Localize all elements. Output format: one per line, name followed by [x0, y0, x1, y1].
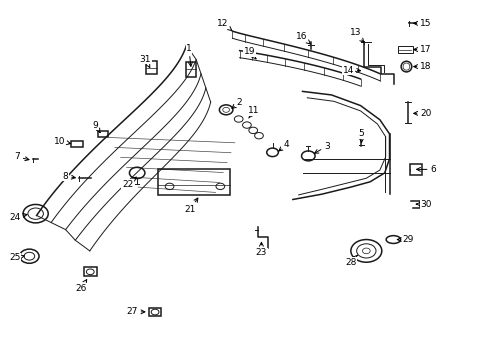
Text: 21: 21: [184, 198, 198, 213]
Text: 13: 13: [349, 28, 363, 42]
Text: 2: 2: [231, 98, 242, 108]
Text: 22: 22: [122, 177, 136, 189]
Text: 4: 4: [278, 140, 289, 151]
Text: 3: 3: [314, 142, 329, 153]
Text: 29: 29: [396, 235, 413, 244]
Text: 30: 30: [416, 199, 430, 208]
Text: 26: 26: [75, 280, 86, 293]
Text: 1: 1: [185, 44, 192, 66]
Text: 12: 12: [217, 19, 231, 31]
Text: 8: 8: [62, 172, 75, 181]
Text: 28: 28: [345, 255, 357, 267]
Text: 5: 5: [358, 130, 364, 143]
Text: 25: 25: [9, 253, 24, 262]
Text: 15: 15: [413, 19, 430, 28]
Text: 27: 27: [126, 307, 144, 316]
Text: 31: 31: [140, 55, 151, 67]
Text: 7: 7: [14, 153, 29, 162]
Text: 16: 16: [295, 32, 310, 44]
Text: 11: 11: [248, 107, 260, 118]
Text: 9: 9: [93, 121, 100, 132]
Text: 17: 17: [413, 45, 430, 54]
Text: 6: 6: [416, 165, 435, 174]
Text: 24: 24: [9, 213, 27, 222]
Text: 20: 20: [413, 109, 430, 118]
Text: 14: 14: [342, 66, 360, 75]
Text: 23: 23: [255, 242, 266, 257]
Text: 10: 10: [54, 136, 70, 145]
Text: 18: 18: [413, 62, 430, 71]
Text: 19: 19: [243, 47, 256, 59]
